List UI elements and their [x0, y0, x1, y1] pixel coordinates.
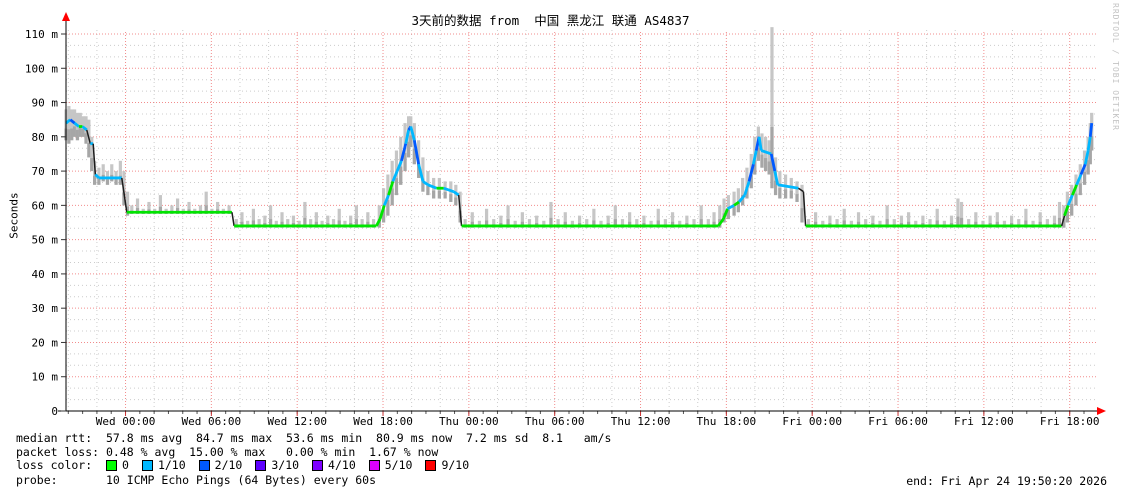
median-rtt-stats: median rtt: 57.8 ms avg 84.7 ms max 53.6… [16, 431, 612, 445]
probe-info: probe: 10 ICMP Echo Pings (64 Bytes) eve… [16, 473, 377, 487]
svg-text:Fri 18:00: Fri 18:00 [1040, 415, 1100, 428]
svg-text:Thu 12:00: Thu 12:00 [611, 415, 671, 428]
svg-text:Wed 00:00: Wed 00:00 [96, 415, 156, 428]
svg-text:70 m: 70 m [32, 165, 59, 178]
loss-color-swatch [368, 460, 380, 471]
loss-color-swatch [255, 460, 267, 471]
chart-title: 3天前的数据 from 中国 黑龙江 联通 AS4837 [411, 13, 690, 28]
svg-text:Fri 06:00: Fri 06:00 [868, 415, 928, 428]
svg-text:50 m: 50 m [32, 234, 59, 247]
median-line [65, 118, 1094, 228]
loss-color-swatch [141, 460, 153, 471]
svg-text:Wed 18:00: Wed 18:00 [353, 415, 413, 428]
loss-color-value: 2/10 [214, 458, 243, 472]
svg-text:Thu 18:00: Thu 18:00 [697, 415, 757, 428]
svg-text:60 m: 60 m [32, 199, 59, 212]
svg-text:0: 0 [51, 405, 58, 418]
loss-color-item: 0 [106, 459, 129, 472]
loss-color-swatch [425, 460, 437, 471]
svg-text:Wed 06:00: Wed 06:00 [182, 415, 242, 428]
loss-color-value: 1/10 [157, 458, 186, 472]
loss-color-swatch [198, 460, 210, 471]
loss-color-swatch [312, 460, 324, 471]
svg-text:110 m: 110 m [25, 28, 58, 41]
svg-text:Thu 00:00: Thu 00:00 [439, 415, 499, 428]
loss-color-item: 5/10 [368, 458, 413, 472]
svg-text:30 m: 30 m [32, 302, 59, 315]
svg-text:40 m: 40 m [32, 268, 59, 281]
rrdtool-watermark: RRDTOOL / TOBI OETIKER [1111, 3, 1120, 131]
svg-text:Thu 06:00: Thu 06:00 [525, 415, 585, 428]
loss-color-row: loss color: 0 1/10 2/10 3/10 4/10 5/10 9/10 [16, 459, 482, 472]
loss-color-label: loss color: [16, 458, 93, 472]
svg-text:Fri 12:00: Fri 12:00 [954, 415, 1014, 428]
loss-color-item: 1/10 [141, 458, 186, 472]
loss-color-item: 4/10 [312, 459, 356, 472]
packet-loss-stats: packet loss: 0.48 % avg 15.00 % max 0.00… [16, 445, 439, 459]
svg-text:Wed 12:00: Wed 12:00 [267, 415, 327, 428]
loss-color-value: 9/10 [441, 458, 470, 472]
loss-color-item: 3/10 [255, 459, 299, 472]
svg-text:Fri 00:00: Fri 00:00 [782, 415, 842, 428]
end-time: end: Fri Apr 24 19:50:20 2026 [906, 474, 1107, 488]
svg-text:100 m: 100 m [25, 62, 58, 75]
svg-text:80 m: 80 m [32, 131, 59, 144]
loss-color-swatch [106, 460, 117, 471]
loss-color-item: 2/10 [198, 458, 243, 472]
loss-color-value: 0 [122, 458, 129, 472]
svg-text:20 m: 20 m [32, 336, 59, 349]
loss-color-value: 5/10 [384, 458, 413, 472]
svg-text:10 m: 10 m [32, 371, 59, 384]
loss-color-legend: 0 1/10 2/10 3/10 4/10 5/10 9/10 [106, 459, 482, 472]
loss-color-value: 4/10 [328, 458, 356, 472]
loss-color-item: 9/10 [425, 459, 469, 472]
loss-color-value: 3/10 [271, 458, 300, 472]
svg-text:90 m: 90 m [32, 97, 59, 110]
